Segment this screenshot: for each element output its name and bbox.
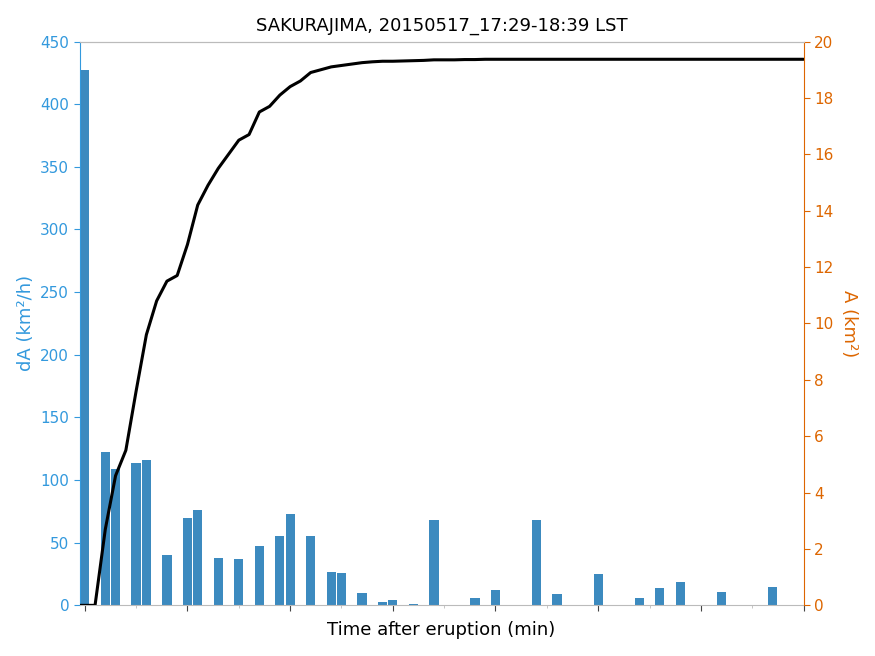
Bar <box>183 518 192 605</box>
Bar <box>276 537 284 605</box>
Bar <box>357 593 367 605</box>
Bar <box>532 520 542 605</box>
Bar <box>326 571 336 605</box>
Bar <box>717 592 726 605</box>
Bar <box>337 573 346 605</box>
Bar <box>409 604 418 605</box>
Bar <box>676 582 685 605</box>
Bar <box>101 453 110 605</box>
X-axis label: Time after eruption (min): Time after eruption (min) <box>327 621 556 640</box>
Bar <box>593 574 603 605</box>
Bar <box>80 70 89 605</box>
Y-axis label: A (km²): A (km²) <box>840 290 858 357</box>
Bar <box>111 469 120 605</box>
Bar <box>634 598 644 605</box>
Bar <box>471 598 480 605</box>
Title: SAKURAJIMA, 20150517_17:29-18:39 LST: SAKURAJIMA, 20150517_17:29-18:39 LST <box>255 16 627 35</box>
Bar <box>162 555 172 605</box>
Bar <box>388 600 397 605</box>
Bar <box>214 558 223 605</box>
Y-axis label: dA (km²/h): dA (km²/h) <box>17 276 35 371</box>
Bar <box>285 514 295 605</box>
Bar <box>430 520 438 605</box>
Bar <box>552 594 562 605</box>
Bar <box>491 590 500 605</box>
Bar <box>131 462 141 605</box>
Bar <box>655 588 664 605</box>
Bar <box>234 559 243 605</box>
Bar <box>142 460 151 605</box>
Bar <box>255 546 264 605</box>
Bar <box>378 602 387 605</box>
Bar <box>193 510 202 605</box>
Bar <box>768 586 777 605</box>
Bar <box>306 537 315 605</box>
